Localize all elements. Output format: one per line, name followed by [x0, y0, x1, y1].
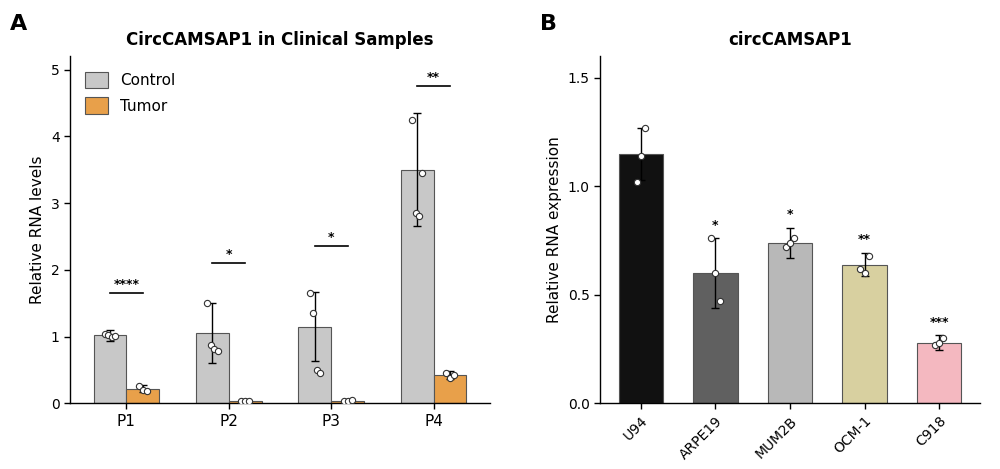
Bar [693, 273, 738, 403]
Bar [94, 335, 126, 403]
Text: *: * [787, 208, 793, 221]
Bar [619, 154, 663, 403]
Bar [126, 389, 159, 403]
Text: ****: **** [113, 278, 139, 291]
Bar [917, 342, 961, 403]
Text: *: * [328, 231, 334, 244]
Text: *: * [226, 248, 232, 260]
Bar [434, 375, 466, 403]
Bar [196, 333, 229, 403]
Bar [842, 265, 887, 403]
Y-axis label: Relative RNA levels: Relative RNA levels [30, 156, 45, 304]
Bar [298, 326, 331, 403]
Text: **: ** [858, 233, 871, 246]
Bar [401, 170, 434, 403]
Text: *: * [712, 219, 719, 232]
Bar [331, 401, 364, 403]
Text: A: A [10, 14, 27, 34]
Legend: Control, Tumor: Control, Tumor [78, 64, 183, 121]
Y-axis label: Relative RNA expression: Relative RNA expression [547, 136, 562, 323]
Title: circCAMSAP1: circCAMSAP1 [728, 31, 852, 49]
Title: CircCAMSAP1 in Clinical Samples: CircCAMSAP1 in Clinical Samples [126, 31, 434, 49]
Text: ***: *** [929, 316, 949, 328]
Text: **: ** [427, 71, 440, 83]
Bar [768, 243, 812, 403]
Text: B: B [540, 14, 557, 34]
Bar [229, 401, 262, 403]
